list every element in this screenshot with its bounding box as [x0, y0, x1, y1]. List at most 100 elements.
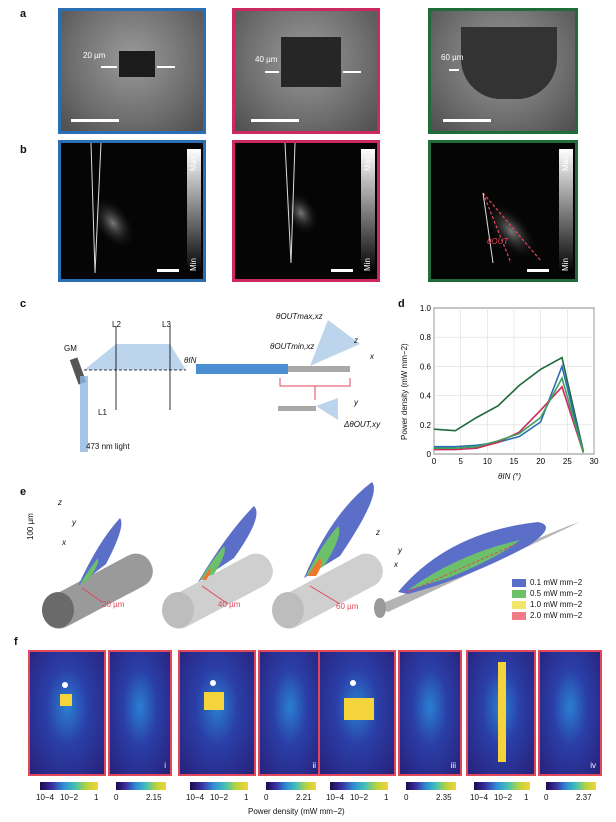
fluorescence-image-60um: θOUT Max Min — [428, 140, 578, 282]
cbar-max-label: Max — [363, 155, 372, 171]
axis-z: z — [354, 336, 358, 345]
fluorescence-image-20um: Max Min — [58, 140, 206, 282]
label-l1: L1 — [98, 408, 107, 417]
series-line-1 — [434, 363, 585, 453]
scale-bar — [331, 269, 353, 272]
roman-label: iv — [590, 761, 596, 770]
roman-label: iii — [450, 761, 456, 770]
cbar-min-label: Min — [363, 258, 372, 271]
axis-y: y — [354, 398, 358, 407]
log-tick: 1 — [244, 793, 249, 802]
linear-colorbar — [546, 782, 596, 790]
linear-min: 0 — [544, 793, 549, 802]
linear-max: 2.21 — [296, 793, 312, 802]
axis-x: x — [370, 352, 374, 361]
panel-label-b: b — [20, 144, 27, 156]
log-tick: 10−4 — [186, 793, 205, 802]
width-label-20um: 20 µm — [102, 600, 125, 609]
cbar-max-label: Max — [189, 155, 198, 171]
cbar-min-label: Min — [561, 258, 570, 271]
sem-image-40um: 40 µm — [232, 8, 380, 134]
scale-bar — [527, 269, 549, 272]
label-theta-min: θOUTmin,xz — [270, 342, 315, 351]
log-tick: 10−4 — [36, 793, 55, 802]
axis-y: y — [72, 518, 76, 527]
linear-min: 0 — [404, 793, 409, 802]
intensity-colorbar — [187, 149, 201, 273]
log-tick: 10−2 — [350, 793, 369, 802]
x-tick-label: 30 — [590, 457, 599, 466]
log-tick: 10−2 — [494, 793, 513, 802]
linear-max: 2.15 — [146, 793, 162, 802]
chart-ylabel: Power density (mW mm−2) — [400, 343, 409, 440]
axis-z: z — [376, 528, 380, 537]
log-colorbar — [40, 782, 98, 790]
intensity-colorbar — [559, 149, 573, 273]
axis-x: x — [62, 538, 66, 547]
legend: 0.1 mW mm−2 0.5 mW mm−2 1.0 mW mm−2 2.0 … — [512, 578, 582, 620]
legend-swatch — [512, 600, 526, 609]
log-colorbar — [474, 782, 530, 790]
scale-bar — [443, 119, 491, 122]
3d-illumination-models — [42, 482, 580, 629]
log-heatmap — [178, 650, 256, 776]
sem-image-20um: 20 µm — [58, 8, 206, 134]
x-tick-label: 0 — [432, 457, 437, 466]
legend-swatch — [512, 578, 526, 587]
axis-z: z — [58, 498, 62, 507]
y-tick-label: 0 — [427, 450, 432, 459]
x-tick-label: 25 — [563, 457, 572, 466]
linear-heatmap: ii — [258, 650, 322, 776]
x-tick-label: 15 — [510, 457, 519, 466]
log-tick: 1 — [384, 793, 389, 802]
series-line-3 — [434, 375, 585, 453]
label-gm: GM — [64, 344, 77, 353]
width-label-60um: 60 µm — [441, 53, 464, 62]
log-tick: 10−2 — [60, 793, 79, 802]
y-tick-label: 0.4 — [420, 392, 432, 401]
width-label-40um: 40 µm — [218, 600, 241, 609]
series-line-0 — [433, 356, 585, 452]
theta-out-label: θOUT — [487, 237, 509, 246]
label-theta-max: θOUTmax,xz — [276, 312, 323, 321]
linear-colorbar — [116, 782, 166, 790]
legend-label: 2.0 mW mm−2 — [530, 611, 583, 620]
roman-label: ii — [312, 761, 316, 770]
linear-max: 2.37 — [576, 793, 592, 802]
label-l2: L2 — [112, 320, 121, 329]
panel-label-e: e — [20, 486, 27, 498]
log-tick: 1 — [94, 793, 99, 802]
axis-y: y — [398, 546, 402, 555]
cbar-min-label: Min — [189, 258, 198, 271]
scale-bar — [71, 119, 119, 122]
linear-min: 0 — [264, 793, 269, 802]
cbar-max-label: Max — [561, 155, 570, 171]
panel-label-a: a — [20, 8, 27, 20]
scale-bar — [251, 119, 299, 122]
sem-image-60um: 60 µm — [428, 8, 578, 134]
x-tick-label: 10 — [483, 457, 492, 466]
width-label-60um: 60 µm — [336, 602, 359, 611]
linear-heatmap: i — [108, 650, 172, 776]
scale-bar — [157, 269, 179, 272]
linear-heatmap: iv — [538, 650, 602, 776]
roman-label: i — [164, 761, 166, 770]
log-colorbar — [190, 782, 248, 790]
legend-swatch — [512, 589, 526, 598]
label-delta-theta: ΔθOUT,xy — [344, 420, 381, 429]
linear-colorbar — [406, 782, 456, 790]
intensity-colorbar — [361, 149, 375, 273]
width-label-40um: 40 µm — [255, 55, 278, 64]
legend-label: 0.1 mW mm−2 — [530, 578, 583, 587]
axis-x: x — [394, 560, 398, 569]
label-l3: L3 — [162, 320, 171, 329]
log-heatmap — [318, 650, 396, 776]
log-colorbar — [330, 782, 388, 790]
power-density-chart: 0 0.2 0.4 0.6 0.8 1.0 0 5 10 15 20 25 30 — [420, 304, 599, 466]
fluorescence-image-40um: Max Min — [232, 140, 380, 282]
panel-label-d: d — [398, 298, 405, 310]
optical-setup-diagram — [69, 320, 360, 452]
legend-swatch — [512, 611, 526, 620]
chart-xlabel: θIN (°) — [498, 472, 522, 481]
scale-label: 100 µm — [26, 513, 35, 540]
